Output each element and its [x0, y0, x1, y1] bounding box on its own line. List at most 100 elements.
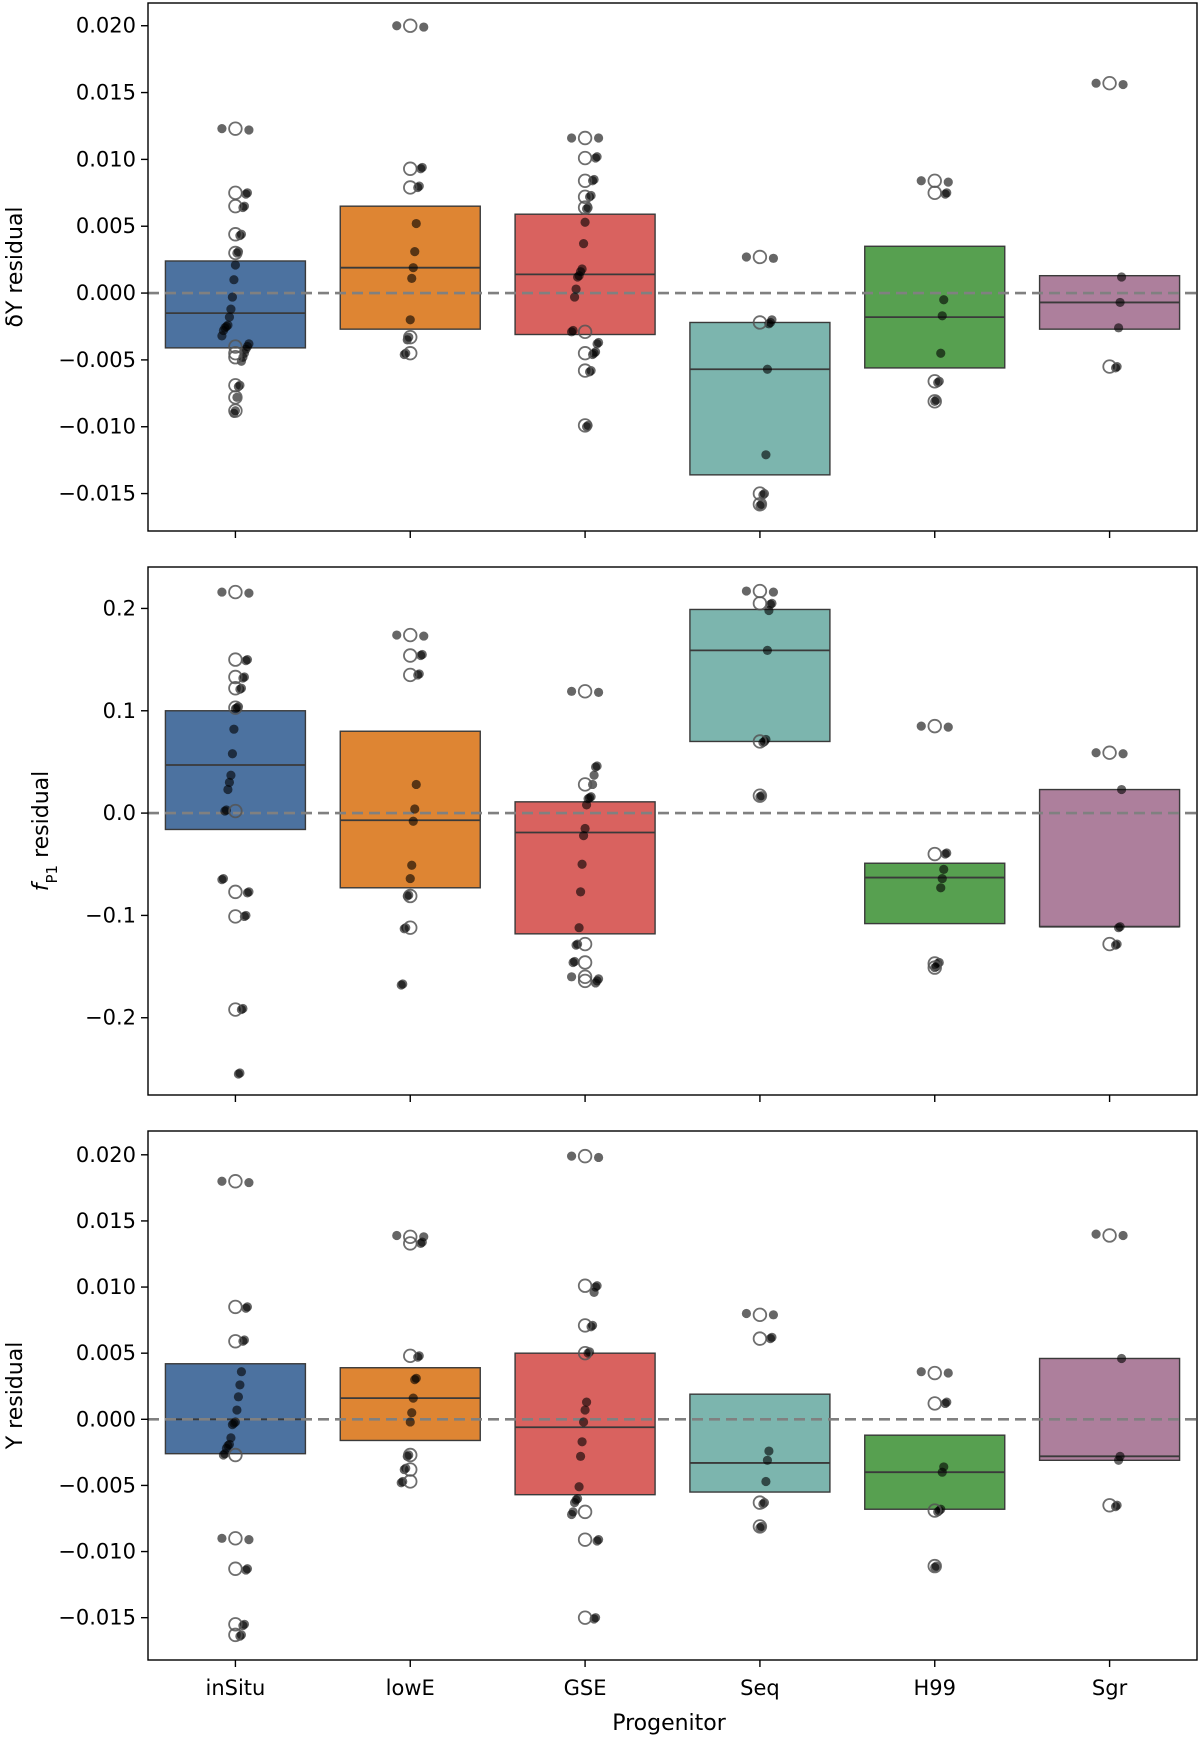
y-tick-label: 0.020 [76, 1143, 136, 1167]
data-point-seq [768, 253, 779, 263]
outlier-point-insitu [228, 803, 243, 819]
data-point-seq [764, 1446, 774, 1456]
outlier-point-insitu [228, 1627, 243, 1643]
outlier-point-h99 [927, 1503, 942, 1518]
data-point-gse [578, 1417, 589, 1427]
data-point-gse [572, 272, 583, 282]
plot-frame [147, 566, 1198, 1096]
y-tick-label: 0.005 [76, 214, 136, 238]
outlier-point-gse [577, 324, 593, 340]
outlier-point-insitu [228, 1617, 243, 1632]
data-point-h99 [936, 348, 946, 358]
box-seq [689, 1393, 831, 1493]
outlier-point-insitu [228, 1447, 243, 1463]
data-point-lowe [411, 779, 421, 790]
data-point-gse [577, 1437, 587, 1447]
outlier-point-seq [752, 1495, 768, 1510]
data-point-seq [762, 1455, 773, 1465]
outlier-point-insitu [228, 245, 243, 261]
data-point-h99 [939, 864, 949, 874]
data-point-insitu [217, 875, 227, 885]
data-point-seq [765, 1334, 776, 1344]
data-point-lowe [410, 247, 420, 257]
y-tick-label: 0.005 [76, 1341, 136, 1365]
data-point-seq [764, 605, 774, 616]
x-tick-label-gse: GSE [564, 1676, 607, 1700]
data-point-insitu [224, 312, 235, 322]
outlier-point-gse [577, 1318, 593, 1333]
box-h99 [864, 862, 1006, 925]
outlier-point-seq [752, 734, 768, 749]
data-point-seq [761, 1476, 771, 1487]
box-sgr [1038, 788, 1181, 928]
data-point-seq [741, 252, 752, 262]
outlier-point-insitu [228, 884, 243, 900]
outlier-point-insitu [228, 198, 243, 214]
y-axis-label: fP1 residual [29, 771, 61, 892]
data-point-lowe [405, 1417, 415, 1427]
data-point-insitu [241, 656, 251, 666]
data-point-h99 [930, 396, 940, 406]
data-point-gse [581, 204, 592, 214]
outlier-point-seq [752, 583, 768, 599]
x-tick-label-lowe: lowE [386, 1676, 435, 1700]
data-point-gse [574, 923, 584, 933]
data-point-lowe [410, 1375, 420, 1385]
data-point-gse [592, 1536, 602, 1546]
data-point-lowe [408, 1393, 418, 1403]
data-point-insitu [230, 704, 241, 714]
data-point-insitu [227, 1419, 238, 1430]
outlier-point-h99 [927, 1396, 942, 1411]
data-point-gse [569, 292, 580, 302]
x-tick-label-h99: H99 [913, 1676, 956, 1700]
data-point-insitu [235, 1380, 245, 1390]
data-point-sgr [1118, 749, 1128, 759]
data-point-insitu [241, 1303, 251, 1313]
outlier-point-sgr [1102, 1498, 1117, 1513]
data-point-lowe [392, 630, 402, 640]
data-point-gse [566, 972, 577, 982]
outlier-point-gse [577, 200, 593, 215]
outlier-point-lowe [403, 888, 418, 904]
data-point-gse [590, 978, 601, 988]
outlier-point-gse [577, 1504, 593, 1520]
data-point-gse [577, 859, 587, 869]
outlier-point-gse [577, 1610, 593, 1625]
data-point-h99 [940, 849, 950, 859]
panel-3: −0.015 −0.010 −0.005 0.000 0.005 0.010 0.015 0.… [3, 1130, 1198, 1700]
x-tick-label-sgr: Sgr [1092, 1676, 1128, 1700]
data-point-gse [590, 153, 601, 163]
y-tick-label: −0.005 [58, 348, 136, 372]
data-point-insitu [217, 587, 227, 597]
data-point-seq [755, 1523, 765, 1533]
y-axis-label: Y residual [3, 1342, 28, 1451]
outlier-point-gse [577, 684, 593, 699]
outlier-point-sgr [1102, 76, 1117, 91]
data-point-seq [761, 450, 771, 460]
outlier-point-lowe [403, 180, 418, 195]
data-point-lowe [402, 335, 412, 345]
data-point-insitu [233, 1392, 244, 1402]
data-point-insitu [244, 1535, 254, 1545]
data-point-gse [580, 823, 590, 834]
data-point-seq [762, 364, 773, 374]
data-point-gse [566, 686, 577, 696]
data-point-seq [741, 586, 752, 596]
data-point-insitu [218, 1450, 229, 1460]
data-point-sgr [1113, 923, 1124, 933]
y-tick-label: 0.000 [76, 281, 136, 305]
data-point-insitu [244, 125, 254, 135]
data-point-sgr [1116, 784, 1127, 795]
data-point-h99 [937, 311, 947, 321]
outlier-point-h99 [927, 718, 942, 734]
y-tick-label: 0.0 [103, 801, 136, 825]
outlier-point-gse [577, 346, 593, 361]
outlier-point-insitu [228, 350, 243, 365]
outlier-point-seq [752, 486, 768, 501]
plot-frame [147, 2, 1198, 532]
y-tick-label: 0.2 [103, 596, 136, 620]
data-point-insitu [232, 248, 242, 258]
outlier-point-insitu [228, 669, 243, 685]
outlier-point-insitu [228, 1531, 243, 1546]
data-point-lowe [392, 1230, 402, 1241]
